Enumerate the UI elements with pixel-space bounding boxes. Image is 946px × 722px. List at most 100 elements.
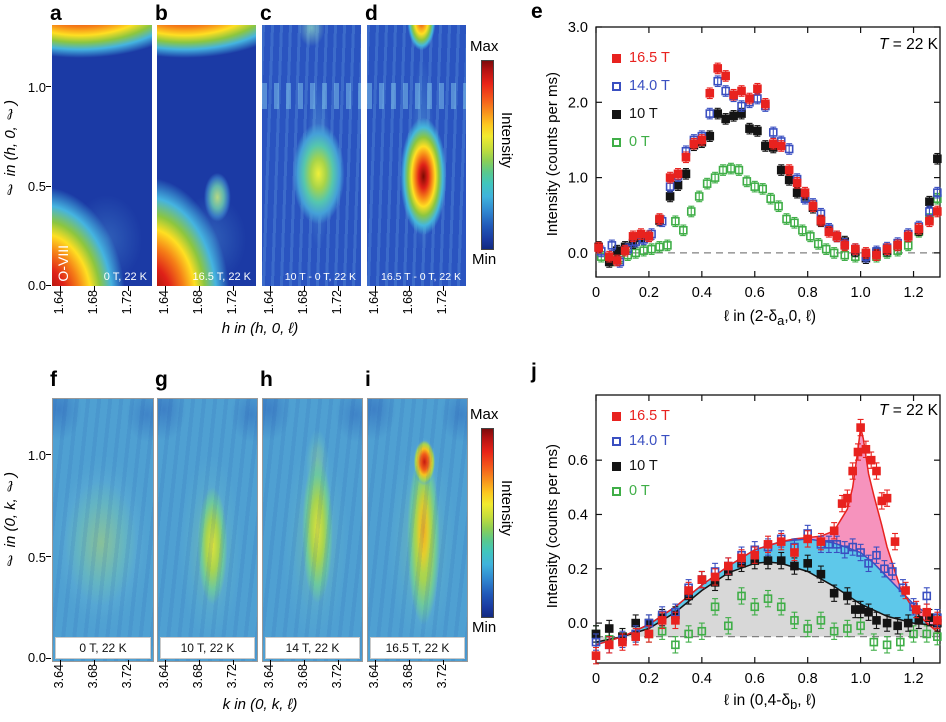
heatmap-panel-i: 16.5 T, 22 K [367,398,468,662]
data-point [853,447,863,457]
colorbar-max-label: Max [470,38,499,55]
data-point [737,109,746,118]
data-point [872,616,881,625]
panel-letter-g: g [155,368,168,391]
data-point [753,84,762,94]
data-point [893,238,902,248]
data-point [840,241,850,250]
data-point [832,232,842,241]
data-point [628,238,638,248]
data-point [790,616,799,625]
data-point [750,545,760,555]
x-axis-label-j: ℓ in (0,4-δb, ℓ) [660,692,880,712]
data-point [933,154,942,164]
data-point [843,624,852,633]
condition-caption: 0 T, 22 K [103,271,147,283]
data-point [821,244,831,254]
data-point [776,165,786,175]
data-point [914,224,924,234]
data-point [864,559,873,568]
x-tick-mark [443,286,444,291]
data-point [615,253,625,263]
data-point [816,537,826,546]
data-point [607,241,617,250]
data-point [710,572,720,582]
x-tick-mark [304,660,305,665]
data-point [880,564,889,574]
data-point [618,632,627,641]
heatmap-image [52,25,152,286]
data-point [737,550,746,560]
data-point [763,540,773,549]
data-point [882,493,892,503]
x-tick-label: 0.4 [692,671,712,687]
data-point [724,567,733,576]
annotation-text: = 22 K [888,402,938,419]
data-point [724,561,733,571]
data-point [742,177,752,186]
legend-marker-icon [612,53,621,63]
data-point [710,567,720,576]
data-point [647,244,656,254]
data-point [882,640,892,650]
x-tick-mark [233,286,234,291]
y-tick-label: 1.0 [27,80,46,95]
data-point [901,586,910,595]
data-point [829,526,839,536]
data-point [925,207,934,216]
data-point [816,540,826,549]
data-point [790,548,799,557]
data-point [872,248,881,258]
data-point [882,248,892,258]
x-axis-label-bottom-maps: k in (0, k, ℓ) [222,696,298,713]
data-point [925,613,934,622]
data-point [933,207,942,216]
data-point [729,90,738,100]
data-point [710,602,720,612]
x-tick-mark [338,286,339,291]
fit-fill-region [596,561,940,643]
data-point [893,621,902,631]
data-point [734,165,744,175]
x-tick-label: 1.64 [157,290,171,315]
data-point [933,632,942,641]
data-point [697,131,707,141]
legend-e: 16.5 T 14.0 T 10 T 0 T [612,50,670,150]
y-tick-mark [46,556,51,557]
data-point [604,252,614,261]
x-label-text: ℓ in (0,4-δ [723,692,791,709]
data-point [679,226,688,235]
data-point [702,179,712,188]
x-tick-label: 0 [592,671,600,687]
data-point [737,559,746,568]
data-point [655,216,664,225]
panel-letter-i: i [365,368,371,391]
data-point [753,126,762,136]
x-tick-label: 3.68 [86,664,100,689]
data-point [639,235,648,244]
panel-letter-b: b [155,2,168,25]
data-point [872,466,881,476]
data-point [684,583,693,593]
data-point [763,594,773,603]
data-point [816,209,826,219]
y-tick-label: 0.2 [568,562,588,578]
data-point [882,618,892,628]
data-point [657,626,667,636]
data-point [673,171,683,181]
panel-letter-e: e [531,0,543,23]
data-point [705,131,715,141]
data-point [671,640,680,650]
data-point [903,232,913,241]
data-point [618,635,627,644]
panel-letter-j: j [531,360,537,383]
data-point [840,237,850,246]
data-point [631,618,640,628]
heatmap-image [157,25,256,286]
x-tick-mark [338,660,339,665]
data-point [784,165,794,175]
data-point [604,640,614,650]
data-point [644,232,654,241]
colorbar-min-label: Min [472,251,497,268]
data-point [872,247,881,256]
